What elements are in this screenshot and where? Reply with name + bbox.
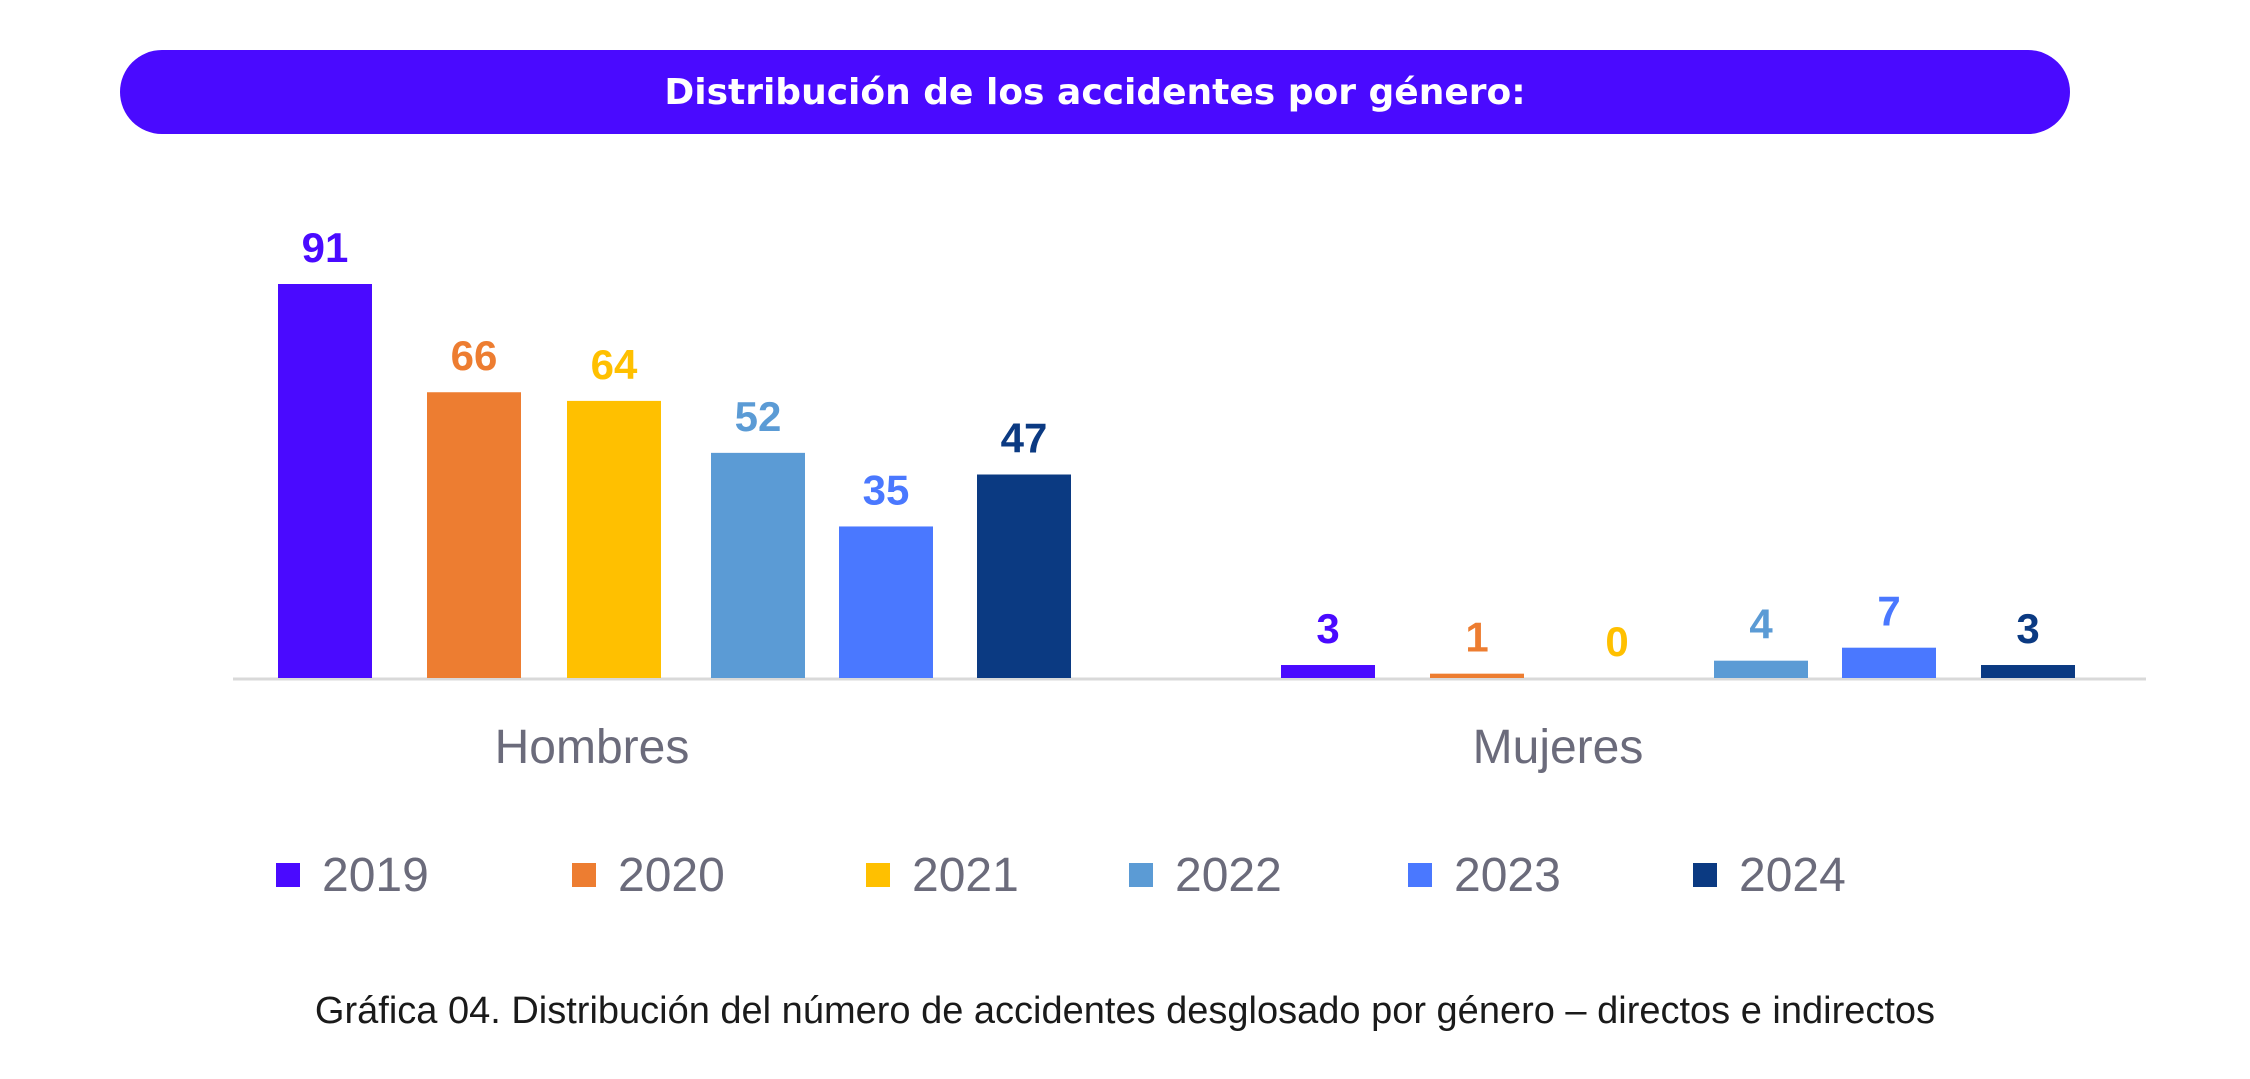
bar-mujeres-2020 — [1430, 673, 1524, 678]
legend-item-2022: 2022 — [1129, 842, 1282, 908]
legend-label-2019: 2019 — [322, 848, 429, 902]
data-label-mujeres-2023: 7 — [1877, 588, 1900, 635]
legend-swatch-2021 — [866, 863, 890, 887]
legend-swatch-2020 — [572, 863, 596, 887]
data-label-mujeres-2022: 4 — [1749, 601, 1773, 648]
data-label-mujeres-2020: 1 — [1465, 614, 1488, 661]
bar-mujeres-2019 — [1281, 665, 1375, 678]
data-label-mujeres-2019: 3 — [1316, 605, 1339, 652]
bar-hombres-2020 — [427, 392, 521, 678]
data-label-hombres-2019: 91 — [302, 224, 349, 271]
chart-legend: 2019 2020 2021 2022 2023 2024 — [276, 842, 1976, 908]
data-label-hombres-2024: 47 — [1001, 415, 1048, 462]
legend-swatch-2023 — [1408, 863, 1432, 887]
data-label-mujeres-2024: 3 — [2016, 605, 2039, 652]
legend-swatch-2022 — [1129, 863, 1153, 887]
legend-label-2020: 2020 — [618, 848, 725, 902]
legend-label-2021: 2021 — [912, 848, 1019, 902]
legend-label-2024: 2024 — [1739, 848, 1846, 902]
legend-swatch-2024 — [1693, 863, 1717, 887]
bar-hombres-2024 — [977, 474, 1071, 678]
bar-hombres-2019 — [278, 284, 372, 678]
data-label-hombres-2023: 35 — [863, 466, 910, 513]
chart-title: Distribución de los accidentes por géner… — [664, 71, 1526, 113]
data-label-hombres-2021: 64 — [591, 341, 638, 388]
chart-title-banner: Distribución de los accidentes por géner… — [120, 50, 2070, 134]
legend-item-2020: 2020 — [572, 842, 725, 908]
data-label-mujeres-2021: 0 — [1605, 618, 1628, 665]
bar-hombres-2022 — [711, 452, 805, 678]
legend-item-2023: 2023 — [1408, 842, 1561, 908]
figure-caption: Gráfica 04. Distribución del número de a… — [314, 990, 1936, 1032]
category-label-hombres: Hombres — [495, 721, 690, 774]
data-label-hombres-2020: 66 — [451, 332, 498, 379]
bar-mujeres-2023 — [1842, 647, 1936, 678]
legend-label-2023: 2023 — [1454, 848, 1561, 902]
legend-item-2021: 2021 — [866, 842, 1019, 908]
legend-label-2022: 2022 — [1175, 848, 1282, 902]
legend-item-2024: 2024 — [1693, 842, 1846, 908]
bar-hombres-2021 — [567, 400, 661, 678]
data-label-hombres-2022: 52 — [735, 393, 782, 440]
bar-mujeres-2022 — [1714, 660, 1808, 678]
legend-swatch-2019 — [276, 863, 300, 887]
bar-hombres-2023 — [839, 526, 933, 678]
legend-item-2019: 2019 — [276, 842, 429, 908]
bar-mujeres-2024 — [1981, 665, 2075, 678]
category-label-mujeres: Mujeres — [1473, 721, 1644, 774]
